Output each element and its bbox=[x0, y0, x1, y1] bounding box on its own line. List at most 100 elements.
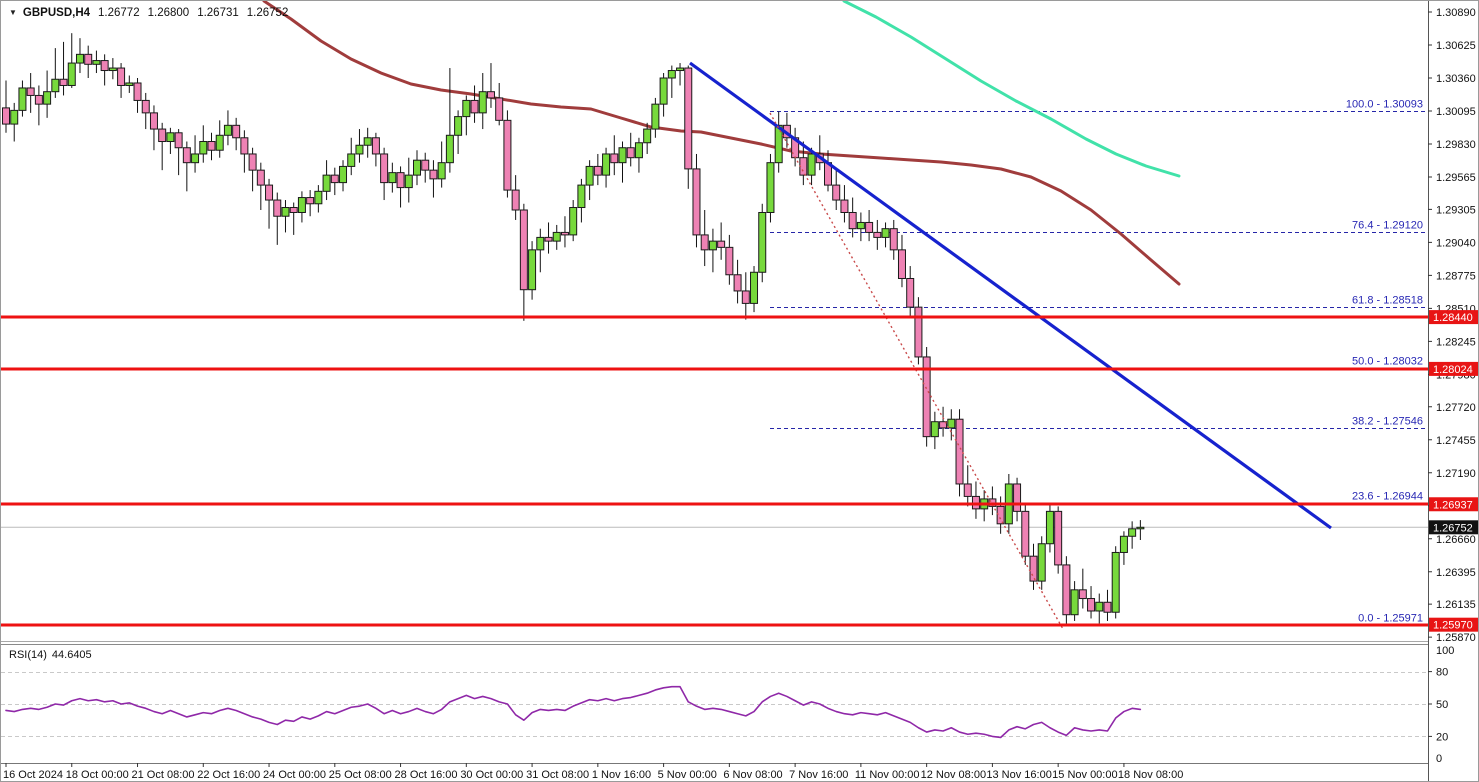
candle-bear bbox=[380, 153, 389, 184]
time-axis-label: 22 Oct 16:00 bbox=[197, 769, 260, 781]
candle-bear bbox=[610, 153, 619, 164]
candle-bear bbox=[256, 169, 265, 186]
trendline-descending[interactable] bbox=[689, 61, 1332, 530]
candle-bull bbox=[322, 174, 331, 192]
candle-bull bbox=[585, 165, 594, 186]
candle-bear bbox=[1062, 564, 1071, 616]
candle-bull bbox=[347, 153, 356, 167]
candle-bull bbox=[297, 197, 306, 213]
candle-bear bbox=[626, 147, 635, 159]
candle-bear bbox=[265, 184, 274, 201]
price-axis-panel[interactable] bbox=[1429, 1, 1479, 782]
candle-bear bbox=[511, 189, 520, 211]
candle-bear bbox=[396, 172, 405, 189]
rsi-axis-label: 50 bbox=[1436, 699, 1448, 711]
candle-bear bbox=[733, 274, 742, 292]
price-axis-label: 1.27455 bbox=[1436, 435, 1476, 447]
price-axis-label: 1.26395 bbox=[1436, 567, 1476, 579]
candle-bear bbox=[330, 174, 339, 184]
price-axis-label: 1.25870 bbox=[1436, 632, 1476, 644]
price-badge-red bbox=[1429, 310, 1478, 325]
candle-bull bbox=[478, 91, 487, 114]
price-axis-label: 1.30360 bbox=[1436, 73, 1476, 85]
candle-bear bbox=[840, 199, 849, 213]
candle-bear bbox=[158, 128, 167, 143]
candle-bull bbox=[75, 53, 84, 64]
candle-bull bbox=[281, 207, 290, 217]
candle-bull bbox=[667, 70, 676, 79]
candle-bear bbox=[371, 137, 380, 155]
candle-bear bbox=[34, 94, 43, 105]
price-axis-label: 1.27720 bbox=[1436, 402, 1476, 414]
time-axis-label: 13 Nov 16:00 bbox=[986, 769, 1051, 781]
candle-bear bbox=[889, 228, 898, 251]
time-axis-label: 6 Nov 08:00 bbox=[723, 769, 782, 781]
candle-bull bbox=[676, 67, 685, 72]
ma-slow-line[interactable] bbox=[262, 1, 1181, 286]
candle-bear bbox=[26, 87, 35, 96]
candle-bull bbox=[659, 77, 668, 105]
candle-bear bbox=[133, 82, 142, 101]
rsi-axis-label: 20 bbox=[1436, 731, 1448, 743]
candle-bull bbox=[125, 82, 134, 86]
candle-bull bbox=[708, 240, 717, 251]
candle-bear bbox=[922, 356, 931, 438]
candle-bull bbox=[166, 132, 175, 143]
candle-bull bbox=[413, 159, 421, 176]
candle-bear bbox=[429, 169, 438, 180]
candle-bull bbox=[930, 421, 939, 438]
time-axis-label: 25 Oct 08:00 bbox=[329, 769, 392, 781]
candle-bull bbox=[1111, 551, 1120, 613]
candle-bear bbox=[544, 236, 553, 242]
rsi-label: RSI(14) bbox=[9, 649, 47, 661]
time-axis-label: 30 Oct 00:00 bbox=[460, 769, 523, 781]
candle-bear bbox=[832, 184, 841, 201]
candles-group bbox=[2, 33, 1145, 625]
fib-level-label: 76.4 - 1.29120 bbox=[1352, 220, 1423, 232]
candle-bull bbox=[67, 62, 76, 86]
price-badge-label: 1.28024 bbox=[1433, 364, 1473, 376]
candle-bear bbox=[273, 199, 282, 217]
ma-fast-line[interactable] bbox=[842, 1, 1181, 178]
candle-bull bbox=[1037, 543, 1046, 582]
candle-bull bbox=[51, 78, 60, 93]
time-axis-label: 16 Oct 2024 bbox=[3, 769, 63, 781]
candle-bull bbox=[947, 418, 956, 429]
time-axis-label: 12 Nov 08:00 bbox=[921, 769, 986, 781]
price-axis-label: 1.30890 bbox=[1436, 7, 1476, 19]
candle-bear bbox=[897, 249, 906, 279]
fib-level-label: 61.8 - 1.28518 bbox=[1352, 295, 1423, 307]
candle-bear bbox=[470, 99, 479, 114]
candle-bear bbox=[692, 168, 701, 236]
candle-bull bbox=[634, 142, 643, 159]
candle-bear bbox=[486, 91, 495, 99]
candle-bull bbox=[339, 165, 348, 184]
time-axis-label: 28 Oct 16:00 bbox=[395, 769, 458, 781]
time-axis-label: 18 Oct 00:00 bbox=[66, 769, 129, 781]
candle-bull bbox=[454, 116, 463, 136]
quote-low: 1.26731 bbox=[197, 7, 239, 19]
candle-bear bbox=[240, 137, 249, 155]
candle-bear bbox=[519, 209, 528, 291]
candle-bull bbox=[363, 137, 372, 146]
candle-bull bbox=[602, 153, 611, 176]
candle-bull bbox=[750, 271, 759, 304]
candle-bear bbox=[684, 67, 693, 170]
price-badge-label: 1.26937 bbox=[1433, 499, 1473, 511]
price-axis-label: 1.26660 bbox=[1436, 534, 1476, 546]
price-axis-label: 1.30095 bbox=[1436, 106, 1476, 118]
candle-bull bbox=[766, 162, 775, 213]
price-axis-label: 1.26135 bbox=[1436, 599, 1476, 611]
decline-dotted-line[interactable] bbox=[769, 112, 1064, 630]
candle-bear bbox=[59, 78, 68, 86]
candle-bull bbox=[807, 153, 816, 176]
candle-bear bbox=[289, 207, 298, 213]
candle-bull bbox=[223, 124, 232, 136]
symbol-info-bar: ▼ GBPUSD,H4 1.26772 1.26800 1.26731 1.26… bbox=[9, 7, 288, 19]
candle-bull bbox=[643, 128, 652, 144]
candle-bear bbox=[495, 97, 504, 121]
symbol-dropdown-icon[interactable]: ▼ bbox=[9, 8, 17, 17]
candle-bear bbox=[232, 124, 241, 139]
